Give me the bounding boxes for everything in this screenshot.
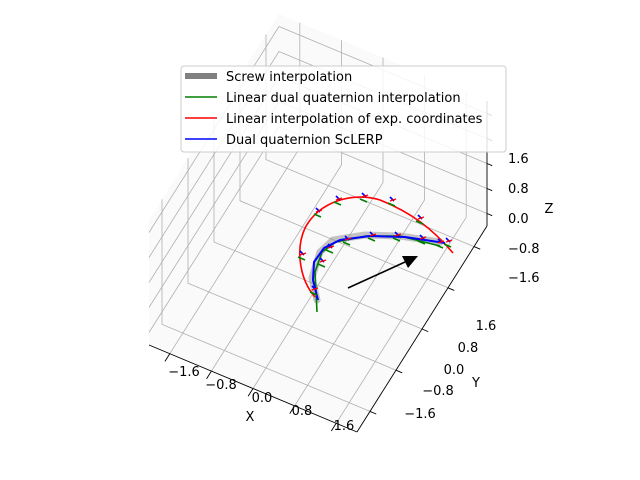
dual-quaternion-sclerp-curve — [311, 234, 446, 301]
frame-marker — [361, 194, 369, 198]
z-tick — [486, 163, 493, 167]
frame-marker — [335, 197, 343, 201]
y-tick — [421, 328, 429, 333]
x-tick-label: 0.0 — [252, 391, 273, 406]
legend-label: Dual quaternion ScLERP — [226, 133, 383, 148]
legend: Screw interpolation Linear dual quaterni… — [180, 65, 507, 153]
frame-marker — [445, 239, 453, 243]
z-tick-labels: −1.6 −0.8 0.0 0.8 1.6 — [508, 152, 540, 286]
frame-marker — [299, 252, 307, 256]
x-tick — [330, 423, 337, 432]
y-grid-line — [161, 199, 371, 412]
legend-label: Linear interpolation of exp. coordinates — [226, 112, 483, 127]
y-tick-labels: −1.6 −0.8 0.0 0.8 1.6 — [404, 319, 496, 422]
frame-marker — [342, 241, 351, 246]
frame-marker — [333, 201, 342, 206]
y-tick — [473, 246, 481, 250]
curves — [297, 192, 454, 313]
x-tick-labels: −1.6 −0.8 0.0 0.8 1.6 — [168, 365, 354, 434]
legend-label: Linear dual quaternion interpolation — [226, 91, 461, 106]
frame-marker — [437, 240, 445, 244]
frame-marker — [394, 233, 402, 237]
frame-marker — [313, 213, 322, 218]
y-tick — [447, 287, 455, 291]
y-grid-line — [213, 117, 423, 330]
y-axis-label: Y — [471, 376, 480, 391]
x-tick-label: −0.8 — [205, 378, 237, 393]
y-tick — [395, 369, 403, 374]
frame-marker — [327, 245, 335, 249]
frame-marker — [325, 249, 334, 254]
x-tick-label: −1.6 — [168, 365, 200, 380]
frame-marker — [387, 202, 396, 207]
z-tick-label: 1.6 — [508, 152, 529, 167]
frame-marker — [392, 237, 401, 242]
y-tick-label: 1.6 — [476, 319, 497, 334]
z-tick — [486, 188, 493, 192]
frame-marker — [417, 240, 426, 245]
z-axis-label: Z — [545, 202, 554, 217]
y-tick-label: 0.0 — [444, 363, 465, 378]
frame-marker — [297, 256, 306, 261]
legend-item: Screw interpolation — [185, 70, 352, 85]
legend-item: Linear interpolation of exp. coordinates — [185, 112, 483, 127]
frame-marker — [319, 259, 327, 263]
y-tick — [369, 410, 377, 415]
arrow-head — [402, 256, 418, 268]
x-tick-label: 0.8 — [292, 404, 313, 419]
frame-marker — [419, 236, 427, 240]
frame-marker — [311, 287, 319, 291]
frame-marker — [417, 216, 425, 220]
x-tick — [164, 353, 171, 362]
z-tick — [486, 213, 493, 217]
legend-label: Screw interpolation — [226, 70, 352, 85]
frame-marker — [369, 233, 377, 237]
x-tick — [247, 388, 254, 397]
legend-frame — [180, 65, 507, 153]
arrow-shaft — [347, 261, 406, 289]
legend-item: Dual quaternion ScLERP — [185, 133, 383, 148]
x-tick-label: 1.6 — [334, 419, 355, 434]
frame-marker — [415, 220, 424, 225]
frame-marker — [359, 198, 368, 203]
frame-marker — [309, 291, 318, 296]
z-tick-label: −0.8 — [508, 242, 540, 257]
x-axis-label: X — [246, 410, 255, 425]
z-tick-label: 0.0 — [508, 212, 529, 227]
frame-marker — [435, 244, 444, 249]
frame-marker — [389, 198, 397, 202]
frame-marker — [367, 237, 376, 242]
y-tick-label: 0.8 — [458, 341, 479, 356]
y-grid-line — [187, 158, 397, 371]
z-tick-label: 0.8 — [508, 182, 529, 197]
x-tick — [289, 405, 295, 414]
y-tick-label: −0.8 — [422, 384, 454, 399]
frame-marker — [344, 237, 352, 241]
frame-marker — [443, 243, 452, 248]
y-tick-label: −1.6 — [404, 407, 436, 422]
x-tick — [206, 370, 212, 380]
legend-item: Linear dual quaternion interpolation — [185, 91, 461, 106]
frame-marker — [315, 209, 323, 213]
z-tick-label: −1.6 — [508, 271, 540, 286]
frame-marker — [317, 263, 326, 268]
